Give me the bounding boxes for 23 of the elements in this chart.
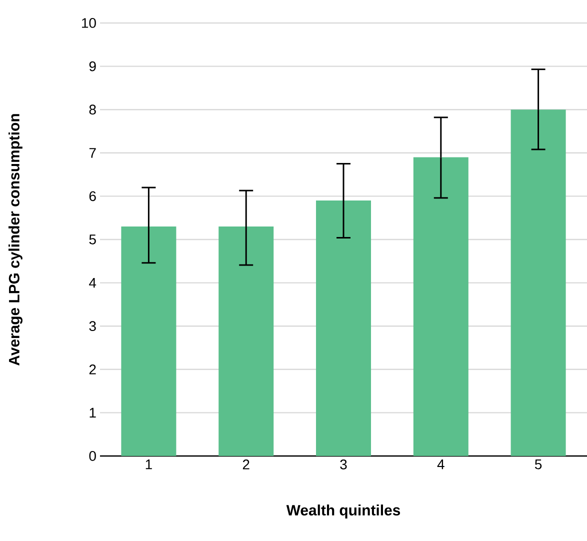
x-axis-title: Wealth quintiles <box>286 504 400 518</box>
y-tick-label: 5 <box>89 234 96 244</box>
y-tick-label: 9 <box>89 61 96 72</box>
x-tick-label: 1 <box>146 460 152 470</box>
x-tick-label: 2 <box>242 460 250 470</box>
bar <box>316 200 371 456</box>
y-tick-label: 8 <box>89 104 96 115</box>
bar <box>121 226 176 456</box>
bar <box>218 226 274 456</box>
bar <box>510 110 566 456</box>
y-tick-label: 0 <box>89 451 96 461</box>
y-tick-label: 6 <box>89 191 96 202</box>
y-tick-label: 1 <box>90 408 96 418</box>
y-tick-label: 7 <box>89 148 96 158</box>
x-tick-label: 5 <box>534 460 542 470</box>
y-tick-label: 3 <box>89 321 96 332</box>
y-tick-label: 2 <box>89 364 96 374</box>
x-tick-label: 4 <box>437 460 444 470</box>
bar <box>413 157 468 456</box>
y-axis-title: Average LPG cylinder consumption <box>8 114 22 366</box>
y-tick-label: 10 <box>82 18 96 28</box>
y-tick-label: 4 <box>89 278 96 288</box>
x-tick-label: 3 <box>340 460 347 470</box>
